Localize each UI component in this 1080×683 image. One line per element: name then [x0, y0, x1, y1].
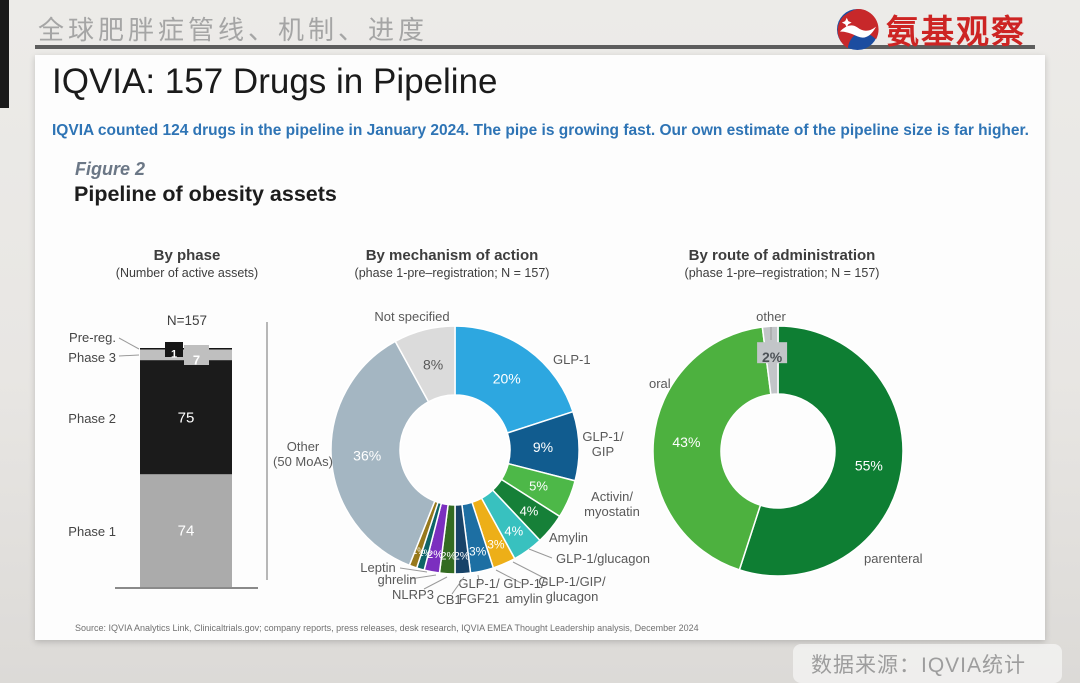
chart-header-by-phase: By phase (Number of active assets)	[60, 247, 314, 280]
brand-logo-icon	[836, 8, 879, 50]
chart-title-by-route: By route of administration	[688, 247, 876, 264]
figure-label: Figure 2	[75, 159, 146, 179]
chart-header-by-moa: By mechanism of action (phase 1-pre–regi…	[300, 247, 604, 280]
header-divider	[35, 45, 1035, 49]
slide-subtitle: IQVIA counted 124 drugs in the pipeline …	[52, 122, 1029, 139]
page-title-chinese: 全球肥胖症管线、机制、进度	[38, 15, 429, 45]
chart-title-by-phase: By phase	[153, 247, 221, 264]
chart-subtitle-by-phase: (Number of active assets)	[115, 266, 259, 280]
brand-logo: 氨基观察	[836, 5, 1026, 53]
figure-title: Pipeline of obesity assets	[74, 182, 337, 206]
left-accent-bar	[0, 0, 9, 108]
chart-header-by-route: By route of administration (phase 1-pre–…	[630, 247, 934, 280]
content-card: IQVIA: 157 Drugs in Pipeline IQVIA count…	[35, 55, 1045, 640]
brand-logo-text: 氨基观察	[886, 13, 1026, 50]
slide-title: IQVIA: 157 Drugs in Pipeline	[52, 62, 498, 101]
chart-subtitle-by-route: (phase 1-pre–registration; N = 157)	[684, 266, 880, 280]
chart-subtitle-by-moa: (phase 1-pre–registration; N = 157)	[354, 266, 550, 280]
source-note: Source: IQVIA Analytics Link, Clinicaltr…	[75, 623, 699, 633]
chart-title-by-moa: By mechanism of action	[365, 247, 539, 264]
watermark: 数据来源：IQVIA统计	[793, 644, 1062, 683]
